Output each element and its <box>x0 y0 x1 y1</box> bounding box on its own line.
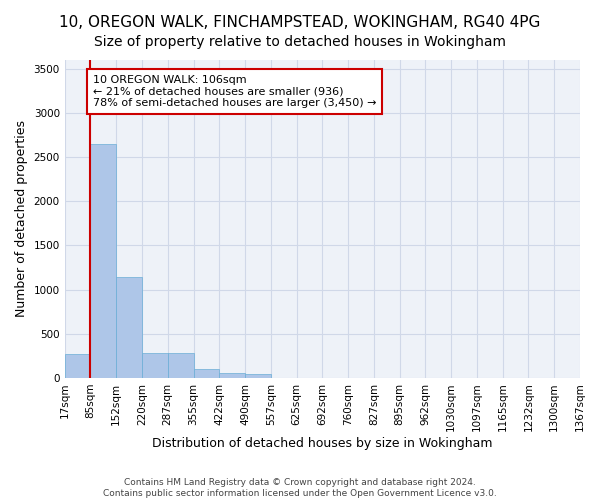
Bar <box>91 144 116 378</box>
Text: 10, OREGON WALK, FINCHAMPSTEAD, WOKINGHAM, RG40 4PG: 10, OREGON WALK, FINCHAMPSTEAD, WOKINGHA… <box>59 15 541 30</box>
Text: Size of property relative to detached houses in Wokingham: Size of property relative to detached ho… <box>94 35 506 49</box>
Y-axis label: Number of detached properties: Number of detached properties <box>15 120 28 318</box>
Bar <box>65 354 91 378</box>
X-axis label: Distribution of detached houses by size in Wokingham: Distribution of detached houses by size … <box>152 437 493 450</box>
Bar <box>193 370 219 378</box>
Bar <box>245 374 271 378</box>
Text: 10 OREGON WALK: 106sqm
← 21% of detached houses are smaller (936)
78% of semi-de: 10 OREGON WALK: 106sqm ← 21% of detached… <box>93 75 377 108</box>
Bar <box>219 372 245 378</box>
Bar <box>168 352 193 378</box>
Bar <box>116 277 142 378</box>
Bar <box>142 352 168 378</box>
Text: Contains HM Land Registry data © Crown copyright and database right 2024.
Contai: Contains HM Land Registry data © Crown c… <box>103 478 497 498</box>
